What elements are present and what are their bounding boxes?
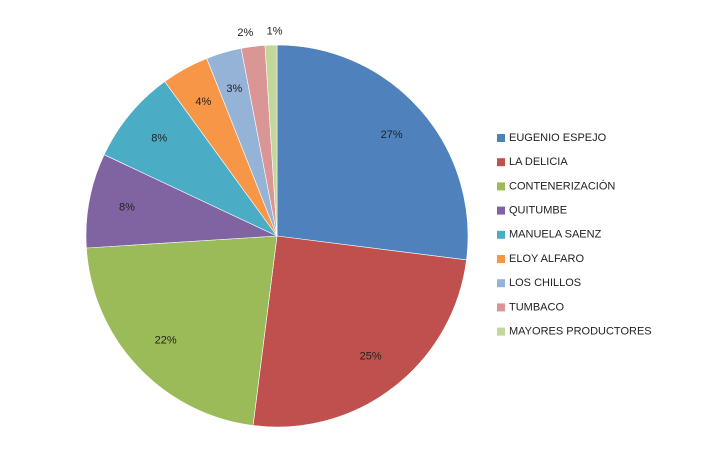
pie-slice [264,44,278,237]
data-label: 3% [226,83,242,95]
legend-swatch [497,206,505,215]
pie-slice [86,235,278,426]
legend-label: LA DELICIA [509,156,568,168]
data-label: 8% [119,201,135,213]
data-label: 25% [360,351,382,363]
legend-label: ELOY ALFARO [509,253,584,265]
pie-slice [252,235,467,428]
data-label: 1% [267,26,283,38]
legend-swatch [497,303,505,312]
legend-label: CONTENERIZACIÓN [509,179,615,192]
legend-swatch [497,158,505,167]
legend-swatch [497,134,505,142]
pie-slice [85,154,278,249]
pie-slice [103,81,278,237]
legend-swatch [497,327,505,336]
data-label: 27% [381,129,403,141]
pie-slice [276,44,469,261]
legend-label: MAYORES PRODUCTORES [509,326,652,338]
data-label: 8% [151,133,167,145]
legend-label: EUGENIO ESPEJO [509,132,607,144]
legend-swatch [497,182,505,191]
data-label: 2% [237,27,253,39]
legend-swatch [497,230,505,239]
legend-swatch [497,279,505,288]
legend-label: LOS CHILLOS [509,277,581,289]
data-label: 4% [195,96,211,108]
legend-label: QUITUMBE [509,205,567,217]
legend-swatch [497,255,505,263]
legend-label: TUMBACO [509,301,564,313]
legend-label: MANUELA SAENZ [509,229,602,241]
data-label: 22% [155,335,177,347]
